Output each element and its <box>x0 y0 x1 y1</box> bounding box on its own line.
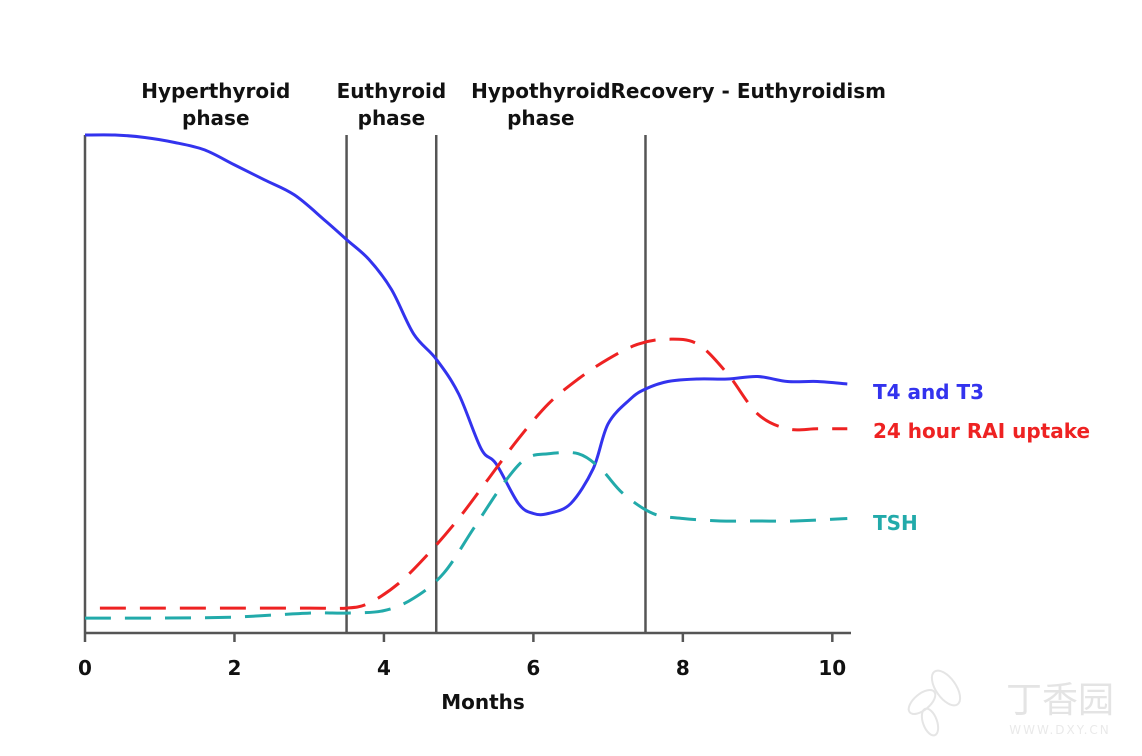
phase-label-1-line-0: Euthyroid <box>337 79 447 103</box>
phase-label-2-line-1: phase <box>507 106 575 130</box>
x-tick-label-1: 2 <box>228 656 242 680</box>
x-tick-label-4: 8 <box>676 656 690 680</box>
phase-label-1-line-1: phase <box>358 106 426 130</box>
watermark-flower-logo <box>907 669 962 737</box>
phase-label-3-line-0: Recovery - Euthyroidism <box>611 79 886 103</box>
phase-label-2-line-0: Hypothyroid <box>471 79 610 103</box>
x-tick-label-3: 6 <box>526 656 540 680</box>
watermark-brand: 丁香园 <box>1006 680 1114 721</box>
series-line-2 <box>84 450 848 620</box>
series-line-0 <box>84 133 848 517</box>
series-label-0: T4 and T3 <box>873 380 984 404</box>
series-lines <box>84 133 848 620</box>
x-axis-title: Months <box>441 690 525 714</box>
series-line-1 <box>99 337 848 610</box>
watermark-url: WWW.DXY.CN <box>1009 723 1111 737</box>
series-label-2: TSH <box>873 511 918 535</box>
x-axis: 0 2 4 6 8 10 <box>78 631 851 680</box>
series-labels: T4 and T3 24 hour RAI uptake TSH <box>873 380 1090 535</box>
phase-lines <box>83 135 647 633</box>
x-tick-label-2: 4 <box>377 656 391 680</box>
phase-label-0-line-0: Hyperthyroid <box>141 79 290 103</box>
watermark: 丁香园 WWW.DXY.CN <box>907 669 1114 737</box>
x-tick-label-5: 10 <box>818 656 846 680</box>
x-tick-label-0: 0 <box>78 656 92 680</box>
phase-label-0-line-1: phase <box>182 106 250 130</box>
series-label-1: 24 hour RAI uptake <box>873 419 1090 443</box>
phase-labels: Hyperthyroid phase Euthyroid phase Hypothyro… <box>141 79 886 130</box>
